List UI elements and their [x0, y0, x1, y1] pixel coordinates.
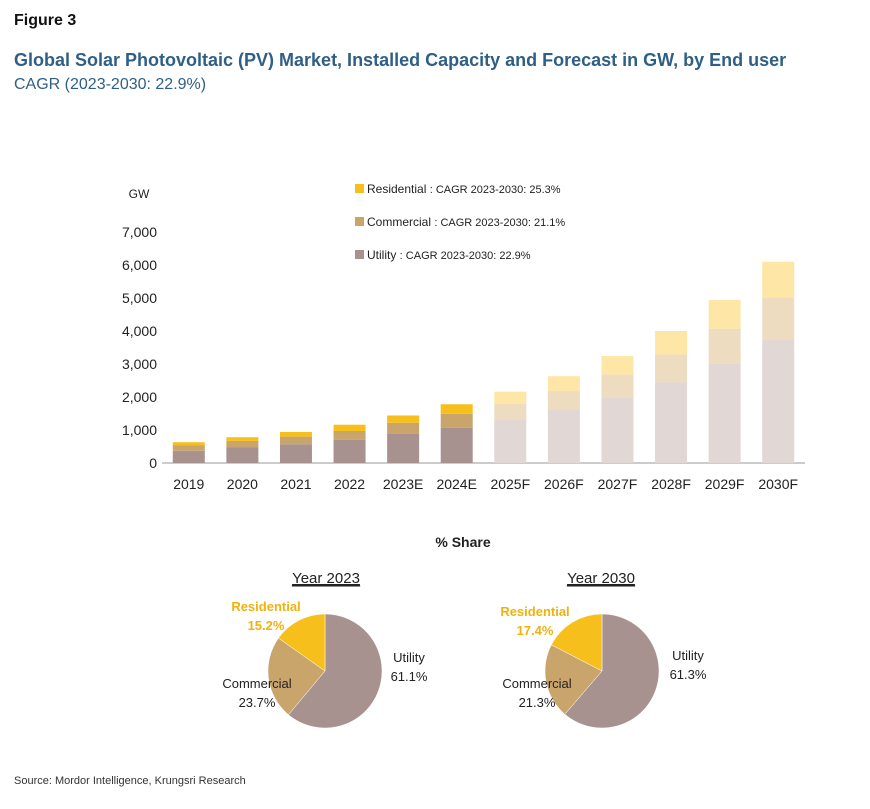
pie-slice-utility [288, 613, 383, 729]
pie-slice-commercial [544, 644, 603, 715]
x-tick-label: 2023E [383, 476, 423, 492]
y-tick-label: 5,000 [122, 290, 157, 306]
bar-commercial-2025f [494, 403, 527, 420]
y-axis-unit-label: GW [129, 187, 150, 201]
bar-residential-2029f [708, 299, 741, 329]
x-tick-label: 2019 [173, 476, 204, 492]
bar-residential-2030f [762, 261, 795, 298]
pie-value-commercial: 21.3% [519, 695, 556, 710]
pie-slice-commercial [267, 637, 326, 716]
bar-residential-2028f [655, 331, 688, 355]
bar-utility-2019 [172, 450, 205, 463]
pie-slice-residential [551, 613, 603, 672]
x-tick-label: 2027F [598, 476, 638, 492]
bar-commercial-2024e [440, 413, 473, 428]
pie-label-residential: Residential [500, 604, 569, 619]
chart-subtitle: CAGR (2023-2030: 22.9%) [14, 76, 207, 93]
pie-value-residential: 15.2% [248, 618, 285, 633]
bar-residential-2026f [547, 376, 580, 392]
legend-swatch-utility [355, 250, 364, 259]
bar-residential-2022 [333, 424, 366, 431]
bar-utility-2025f [494, 419, 527, 463]
bar-utility-2030f [762, 339, 795, 463]
bar-commercial-2019 [172, 445, 205, 451]
legend-swatch-residential [355, 184, 364, 193]
x-tick-label: 2028F [651, 476, 691, 492]
pie-value-residential: 17.4% [517, 623, 554, 638]
bar-utility-2024e [440, 427, 473, 463]
pie-label-utility: Utility [393, 650, 425, 665]
x-tick-label: 2029F [705, 476, 745, 492]
bar-residential-2019 [172, 442, 205, 446]
legend-label-residential: Residential : CAGR 2023-2030: 25.3% [367, 182, 561, 196]
bar-utility-2029f [708, 363, 741, 463]
y-tick-label: 7,000 [122, 224, 157, 240]
x-tick-label: 2024E [436, 476, 476, 492]
bar-utility-2026f [547, 409, 580, 463]
pie-label-residential: Residential [231, 599, 300, 614]
legend-label-commercial: Commercial : CAGR 2023-2030: 21.1% [367, 215, 565, 229]
bar-utility-2020 [226, 447, 259, 463]
bar-commercial-2029f [708, 328, 741, 364]
bar-utility-2022 [333, 439, 366, 463]
x-tick-label: 2021 [280, 476, 311, 492]
pie-label-commercial: Commercial [222, 676, 291, 691]
bar-commercial-2021 [279, 436, 312, 445]
y-tick-label: 6,000 [122, 257, 157, 273]
pie-title-year-2023: Year 2023 [292, 570, 360, 587]
bar-utility-2021 [279, 444, 312, 463]
bar-utility-2027f [601, 397, 634, 463]
x-tick-label: 2025F [490, 476, 530, 492]
pie-value-utility: 61.3% [670, 667, 707, 682]
y-tick-label: 4,000 [122, 323, 157, 339]
x-tick-label: 2022 [334, 476, 365, 492]
bar-residential-2027f [601, 356, 634, 375]
bar-commercial-2023e [387, 422, 420, 434]
legend-label-utility: Utility : CAGR 2023-2030: 22.9% [367, 248, 531, 262]
bar-residential-2021 [279, 431, 312, 437]
bar-commercial-2026f [547, 391, 580, 410]
bar-commercial-2022 [333, 430, 366, 440]
bar-commercial-2028f [655, 354, 688, 383]
pie-label-commercial: Commercial [502, 676, 571, 691]
source-note: Source: Mordor Intelligence, Krungsri Re… [14, 775, 246, 787]
chart-title: Global Solar Photovoltaic (PV) Market, I… [14, 50, 787, 70]
pie-slice-utility [564, 613, 660, 729]
x-tick-label: 2030F [758, 476, 798, 492]
pie-label-utility: Utility [672, 648, 704, 663]
y-tick-label: 0 [149, 455, 157, 471]
bar-commercial-2020 [226, 440, 259, 448]
bar-utility-2023e [387, 433, 420, 463]
bar-commercial-2027f [601, 374, 634, 398]
x-tick-label: 2026F [544, 476, 584, 492]
y-tick-label: 2,000 [122, 389, 157, 405]
pie-value-utility: 61.1% [391, 669, 428, 684]
pie-value-commercial: 23.7% [239, 695, 276, 710]
bar-residential-2025f [494, 391, 527, 404]
pie-title-year-2030: Year 2030 [567, 570, 635, 587]
y-tick-label: 1,000 [122, 422, 157, 438]
x-tick-label: 2020 [227, 476, 258, 492]
bar-residential-2020 [226, 437, 259, 441]
figure-label: Figure 3 [14, 12, 77, 29]
bar-utility-2028f [655, 382, 688, 463]
legend-swatch-commercial [355, 217, 364, 226]
bar-residential-2024e [440, 404, 473, 414]
bar-residential-2023e [387, 415, 420, 423]
bar-commercial-2030f [762, 297, 795, 340]
y-tick-label: 3,000 [122, 356, 157, 372]
pie-slice-residential [278, 613, 326, 672]
share-section-title: % Share [435, 534, 490, 550]
